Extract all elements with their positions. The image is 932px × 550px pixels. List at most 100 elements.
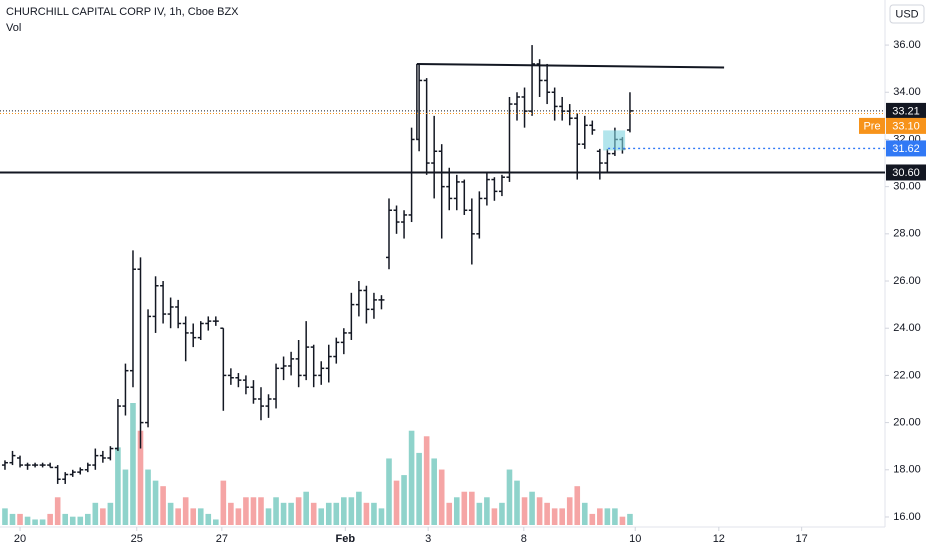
- volume-bar: [566, 497, 573, 525]
- y-tick-label: 20.00: [893, 417, 921, 429]
- x-tick-label: 27: [216, 533, 228, 545]
- volume-bar: [54, 497, 61, 525]
- volume-bar: [393, 480, 400, 525]
- volume-bar: [190, 508, 197, 525]
- volume-bar: [386, 458, 392, 525]
- volume-bar: [363, 502, 370, 525]
- volume-bar: [310, 502, 317, 525]
- volume-bar: [589, 513, 596, 525]
- x-tick-label: Feb: [336, 533, 356, 545]
- support-tag-bg: [886, 164, 926, 181]
- volume-bar: [47, 513, 53, 525]
- volume-bar: [288, 502, 294, 525]
- volume-bar: [529, 491, 535, 525]
- volume-bar: [423, 436, 430, 525]
- volume-bar: [551, 508, 558, 525]
- support-tag: 30.60: [892, 167, 920, 179]
- pre-tag: Pre: [863, 120, 880, 132]
- currency: USD: [895, 8, 918, 20]
- volume-bar: [280, 502, 287, 525]
- volume-bar: [619, 516, 626, 525]
- volume-bar: [295, 497, 302, 525]
- x-tick-label: 25: [131, 533, 143, 545]
- volume-bar: [213, 519, 219, 525]
- chart-title: CHURCHILL CAPITAL CORP IV, 1h, Cboe BZX: [6, 6, 239, 18]
- volume-bar: [431, 458, 437, 525]
- volume-bar: [145, 469, 151, 525]
- volume-bar: [356, 491, 362, 525]
- volume-bar: [228, 502, 234, 525]
- volume-bar: [243, 497, 249, 525]
- pre-price-tag-bg: [886, 117, 926, 134]
- volume-bar: [24, 516, 31, 525]
- volume-bar: [130, 403, 136, 525]
- volume-bar: [220, 480, 227, 525]
- x-tick-label: 10: [629, 533, 641, 545]
- volume-bar: [544, 502, 550, 525]
- volume-bar: [258, 497, 264, 525]
- volume-bar: [597, 508, 603, 525]
- volume-bar: [32, 519, 38, 525]
- volume-bar: [92, 502, 99, 525]
- x-tick-label: 17: [796, 533, 808, 545]
- volume-bar: [446, 502, 453, 525]
- volume-bar: [69, 516, 76, 525]
- volume-bar: [17, 513, 23, 525]
- volume-bar: [499, 502, 505, 525]
- y-tick-label: 22.00: [893, 369, 921, 381]
- y-tick-label: 18.00: [893, 464, 921, 476]
- volume-bar: [265, 508, 272, 525]
- volume-bar: [484, 497, 490, 525]
- highlight: [603, 130, 626, 151]
- y-tick-label: 24.00: [893, 322, 921, 334]
- level-tag: 31.62: [892, 143, 920, 155]
- x-tick-label: 12: [713, 533, 725, 545]
- volume-bar: [100, 508, 106, 525]
- volume-bar: [627, 513, 633, 525]
- volume-bar: [408, 430, 415, 525]
- volume-bar: [182, 497, 189, 525]
- y-tick-label: 28.00: [893, 228, 921, 240]
- volume-bar: [461, 491, 468, 525]
- volume-bar: [521, 497, 528, 525]
- volume-bar: [559, 508, 565, 525]
- volume-bar: [205, 513, 212, 525]
- volume-bar: [115, 447, 121, 525]
- volume-bar: [378, 508, 385, 525]
- volume-bar: [612, 508, 618, 525]
- last-price-tag: 33.21: [892, 105, 920, 117]
- volume-bar: [9, 513, 16, 525]
- volume-bar: [581, 502, 588, 525]
- x-tick-label: 20: [14, 533, 26, 545]
- volume-bar: [77, 516, 84, 525]
- x-tick-label: 8: [521, 533, 527, 545]
- y-tick-label: 34.00: [893, 86, 921, 98]
- volume-label: Vol: [6, 22, 21, 34]
- y-tick-label: 26.00: [893, 275, 921, 287]
- volume-bar: [122, 469, 129, 525]
- volume-bar: [167, 502, 174, 525]
- volume-bar: [506, 469, 513, 525]
- volume-bar: [325, 502, 332, 525]
- volume-bar: [491, 508, 498, 525]
- volume-bar: [469, 491, 475, 525]
- pre-tag-bg: [859, 117, 885, 134]
- currency-button[interactable]: [889, 4, 925, 24]
- volume-bar: [348, 497, 355, 525]
- volume-bar: [318, 508, 325, 525]
- volume-bar: [536, 497, 543, 525]
- volume-bar: [514, 480, 520, 525]
- y-tick-label: 30.00: [893, 181, 921, 193]
- volume-bar: [574, 486, 581, 525]
- volume-bar: [416, 452, 422, 525]
- volume-bar: [303, 491, 309, 525]
- volume-bar: [438, 469, 445, 525]
- volume-bar: [333, 502, 340, 525]
- volume-bar: [453, 497, 460, 525]
- volume-bar: [39, 519, 46, 525]
- volume-bar: [250, 497, 257, 525]
- y-tick-label: 16.00: [893, 511, 921, 523]
- volume-bar: [62, 513, 69, 525]
